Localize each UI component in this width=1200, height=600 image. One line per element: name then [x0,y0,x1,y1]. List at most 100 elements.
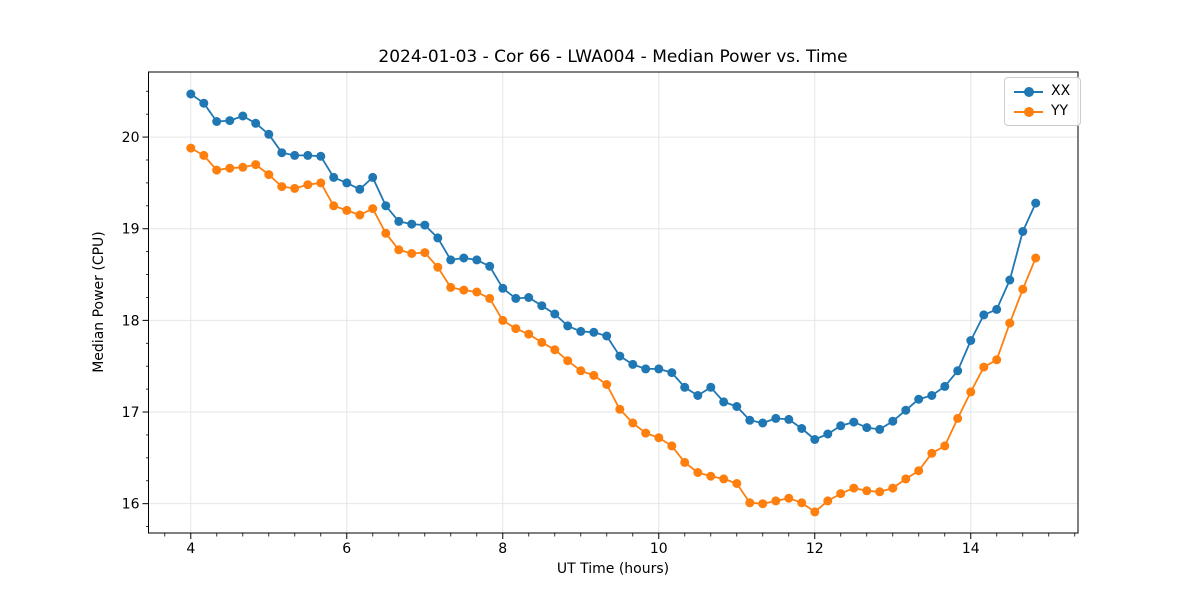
series-xx-marker [979,310,989,320]
series-yy-marker [628,418,638,428]
series-yy-marker [329,201,339,211]
series-xx-marker [732,402,742,411]
series-yy-marker [797,498,807,508]
series-xx-marker [862,423,872,433]
series-yy-marker [342,205,352,215]
series-xx-marker [940,381,950,391]
x-axis-label: UT Time (hours) [556,561,670,577]
series-xx-marker [550,309,560,319]
series-yy-marker [589,370,599,380]
series-yy-marker [823,496,833,506]
series-xx-marker [563,321,573,331]
series-xx-marker [901,405,911,415]
series-xx-marker [745,415,755,425]
series-yy-marker [446,282,456,292]
series-yy-marker [927,448,937,458]
series-xx-marker [277,148,287,158]
series-yy-marker [537,337,547,347]
series-xx-marker [381,201,391,211]
series-xx-marker [498,283,508,293]
series-yy-marker [316,178,326,188]
series-yy-marker [199,150,209,160]
x-tick-label: 8 [498,541,507,557]
series-yy-marker [225,163,235,173]
series-yy-marker [238,162,248,172]
series-yy-marker [667,441,677,451]
series-yy-marker [940,441,950,451]
series-yy-marker [602,380,612,389]
series-xx-marker [420,220,430,230]
x-tick-label: 10 [650,541,668,557]
series-xx-marker [342,178,352,188]
legend-label-xx: XX [1051,83,1071,99]
series-xx-marker [394,216,404,226]
x-tick-label: 14 [962,541,980,557]
series-xx-marker [1031,198,1041,208]
legend: XX YY [1004,77,1082,126]
series-xx-marker [485,261,495,271]
series-yy-marker [732,479,742,488]
series-xx-marker [459,253,469,263]
series-xx-marker [654,364,664,374]
series-xx-marker [797,424,807,433]
series-xx-marker [992,304,1002,314]
series-xx-marker [680,382,690,392]
series-xx-marker [433,233,443,243]
series-xx-marker [849,417,859,427]
series-yy-marker [810,507,820,517]
y-axis-label: Median Power (CPU) [91,231,107,373]
y-tick-label: 17 [122,405,140,421]
series-yy-marker [459,285,469,295]
series-xx-marker [303,150,313,160]
series-yy-marker [550,345,560,355]
series-xx-marker [511,293,521,303]
series-xx-marker [641,364,651,374]
series-yy-marker [914,466,924,476]
series-xx-marker [589,327,599,337]
series-yy-marker [498,315,508,325]
series-xx-marker [524,293,534,302]
series-yy-marker [485,293,495,303]
y-tick-label: 16 [122,497,140,513]
series-yy-marker [511,324,521,334]
series-xx-line [190,93,1037,441]
series-yy-marker [186,143,196,153]
series-xx-marker [290,150,300,160]
series-xx-marker [966,336,976,345]
series-xx-marker [316,151,326,161]
series-yy-marker [641,428,651,438]
series-xx-marker [706,382,716,392]
x-tick-label: 6 [342,541,351,557]
series-yy-marker [654,433,664,443]
series-yy-marker [875,487,885,497]
series-xx-marker [771,413,781,423]
series-yy-marker [355,210,365,220]
series-yy-marker [1031,253,1041,263]
chart-title: 2024-01-03 - Cor 66 - LWA004 - Median Po… [378,47,848,67]
series-xx-marker [368,172,378,182]
series-xx-marker [1018,227,1028,236]
y-tick-label: 20 [122,130,140,146]
series-yy-marker [472,287,482,297]
series-xx-marker [264,129,274,139]
series-yy-marker [1018,284,1028,294]
series-yy-marker [251,160,261,170]
series-xx-marker [693,391,703,400]
series-xx-marker [251,118,261,128]
series-xx-marker [1005,275,1015,285]
series-yy-marker [771,496,781,506]
series-xx-marker [199,98,209,108]
series-xx-marker [602,331,612,341]
series-yy-marker [212,165,222,175]
series-xx-marker [472,255,482,265]
series-yy-marker [277,182,287,192]
series-yy-marker [680,457,690,467]
series-yy-marker [784,493,794,503]
series-xx-marker [576,326,586,336]
x-tick-label: 12 [806,541,824,557]
x-tick-label: 4 [186,541,195,557]
series-yy-marker [433,262,443,272]
series-yy-marker [979,362,989,372]
